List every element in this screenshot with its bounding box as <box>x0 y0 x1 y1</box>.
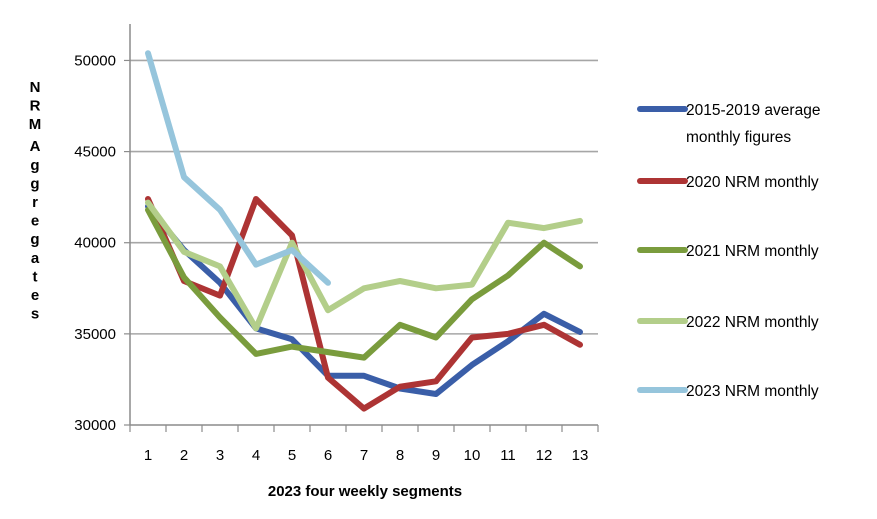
axes <box>124 24 599 432</box>
y-axis-title-char: e <box>31 287 39 304</box>
legend-label: monthly figures <box>686 129 791 146</box>
x-axis-title: 2023 four weekly segments <box>268 483 462 500</box>
legend-label: 2022 NRM monthly <box>686 314 819 331</box>
legend-label: 2015-2019 average <box>686 102 820 119</box>
x-tick-label: 8 <box>396 447 404 464</box>
x-tick-labels: 1 2 3 4 5 6 7 8 9 10 11 12 13 <box>144 447 589 464</box>
y-axis-title-char: r <box>32 194 38 211</box>
x-tick-label: 6 <box>324 447 332 464</box>
series-line <box>145 50 331 286</box>
y-axis-title-char: a <box>31 250 40 267</box>
y-tick-labels: 30000 35000 40000 45000 50000 <box>74 52 116 434</box>
x-tick-label: 5 <box>288 447 296 464</box>
y-tick-label: 45000 <box>74 144 116 161</box>
y-axis-title-char: R <box>30 98 41 115</box>
series-line <box>145 206 583 361</box>
series-lines <box>145 50 583 412</box>
series-line <box>145 203 583 397</box>
x-tick-label: 12 <box>536 447 553 464</box>
series-line <box>145 199 583 332</box>
x-tick-label: 11 <box>500 447 516 464</box>
legend-label: 2023 NRM monthly <box>686 383 819 400</box>
legend-label: 2020 NRM monthly <box>686 174 819 191</box>
y-axis-title-char: g <box>30 231 39 248</box>
y-axis-title-char: A <box>30 138 41 155</box>
y-axis-title-char: e <box>31 213 39 230</box>
y-axis-title-char: N <box>30 79 41 96</box>
x-tick-label: 7 <box>360 447 368 464</box>
x-tick-label: 1 <box>144 447 152 464</box>
legend-label: 2021 NRM monthly <box>686 243 819 260</box>
y-tick-label: 50000 <box>74 52 116 69</box>
x-tick-label: 9 <box>432 447 440 464</box>
x-tick-label: 4 <box>252 447 260 464</box>
x-tick-label: 3 <box>216 447 224 464</box>
x-tick-label: 13 <box>572 447 589 464</box>
y-axis-title-char: t <box>33 268 38 285</box>
y-axis-title-char: s <box>31 306 39 323</box>
y-axis-title-char: M <box>29 116 42 133</box>
y-tick-label: 30000 <box>74 417 116 434</box>
x-tick-label: 2 <box>180 447 188 464</box>
series-line <box>145 196 583 412</box>
x-tick-label: 10 <box>464 447 481 464</box>
y-tick-label: 35000 <box>74 326 116 343</box>
y-tick-label: 40000 <box>74 235 116 252</box>
legend: 2015-2019 average monthly figures 2020 NRM… <box>637 102 820 400</box>
y-axis-title-char: g <box>30 157 39 174</box>
y-axis-title-char: g <box>30 175 39 192</box>
